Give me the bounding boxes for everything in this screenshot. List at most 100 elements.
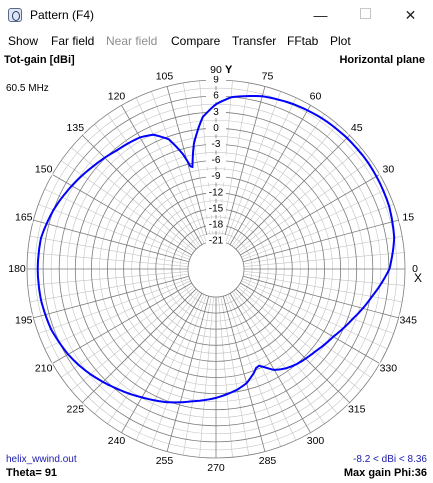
radial-label-bg xyxy=(206,186,226,199)
radial-label: 3 xyxy=(213,107,219,118)
angle-label: 180 xyxy=(8,263,26,275)
angle-label-bg xyxy=(258,70,277,83)
radial-label: -21 xyxy=(209,236,224,247)
angle-label-bg xyxy=(207,64,225,76)
window-title: Pattern (F4) xyxy=(30,8,95,22)
max-gain-label: Max gain Phi:36 xyxy=(343,467,427,479)
angle-label-bg xyxy=(306,435,325,448)
menu-transfer[interactable]: Transfer xyxy=(232,34,277,48)
angle-label-bg xyxy=(34,362,53,375)
angle-label: 120 xyxy=(108,90,126,102)
menu-compare[interactable]: Compare xyxy=(171,34,221,48)
angle-label: 330 xyxy=(380,362,398,374)
angle-label-bg xyxy=(107,435,126,448)
angle-label-bg xyxy=(406,263,424,275)
grid-spoke xyxy=(222,86,266,243)
menu-fftab[interactable]: FFtab xyxy=(287,34,319,48)
angle-label: 225 xyxy=(67,403,85,415)
angle-label: 255 xyxy=(156,455,174,467)
angle-label: 90 xyxy=(210,64,222,76)
angle-label: 0 xyxy=(412,263,418,275)
angle-label: 150 xyxy=(35,163,53,175)
radial-label-bg xyxy=(206,202,226,215)
gain-range-label: -8.2 < dBi < 8.36 xyxy=(353,454,427,465)
angle-label: 315 xyxy=(348,403,366,415)
angle-label: 75 xyxy=(262,71,274,83)
grid-spoke xyxy=(166,86,210,243)
angle-label-bg xyxy=(207,462,225,474)
grid-spoke xyxy=(242,219,399,263)
gain-trace xyxy=(36,95,396,404)
radial-label: 9 xyxy=(213,75,219,86)
angle-label-bg xyxy=(14,211,33,224)
angle-label: 105 xyxy=(156,71,174,83)
angle-label-bg xyxy=(347,122,366,135)
angle-label-bg xyxy=(379,163,398,176)
radial-label: -9 xyxy=(212,171,221,182)
menu-near-field: Near field xyxy=(106,34,158,48)
grid-spoke xyxy=(33,219,190,263)
theta-label: Theta= 91 xyxy=(6,467,58,479)
radial-label-bg xyxy=(206,122,226,135)
close-button[interactable]: ✕ xyxy=(404,7,417,23)
grid-spoke xyxy=(235,288,350,403)
radial-label-bg xyxy=(206,74,226,86)
menu-far-field[interactable]: Far field xyxy=(51,34,95,48)
grid-spoke xyxy=(229,293,311,433)
angle-label-bg xyxy=(258,455,277,468)
title-bar: Pattern (F4) — ☐ ✕ xyxy=(0,0,433,31)
angle-label-bg xyxy=(14,314,33,327)
angle-label-bg xyxy=(399,314,418,327)
grid-spoke xyxy=(222,295,266,452)
radial-label-bg xyxy=(206,218,226,231)
radial-label: -15 xyxy=(209,203,224,214)
maximize-button[interactable]: ☐ xyxy=(358,6,373,23)
grid-ring xyxy=(187,240,245,298)
y-axis-marker: Y xyxy=(225,64,233,76)
angle-label: 45 xyxy=(351,122,363,134)
angle-label: 270 xyxy=(207,462,225,474)
angle-label-bg xyxy=(66,403,85,416)
grid-spoke xyxy=(52,174,192,256)
radial-label: 6 xyxy=(213,91,219,102)
radial-label: -18 xyxy=(209,220,224,231)
radial-label-bg xyxy=(206,154,226,167)
angle-label: 195 xyxy=(15,314,33,326)
radial-label: -3 xyxy=(212,139,221,150)
plane-label: Horizontal plane xyxy=(339,54,425,66)
x-axis-marker: X xyxy=(414,271,422,285)
angle-label: 30 xyxy=(382,163,394,175)
angle-label: 240 xyxy=(108,435,126,447)
angle-label: 135 xyxy=(67,122,85,134)
angle-label: 210 xyxy=(35,362,53,374)
angle-label-bg xyxy=(66,122,85,135)
menu-show[interactable]: Show xyxy=(8,34,39,48)
grid-spoke xyxy=(235,135,350,250)
grid-spoke xyxy=(242,275,399,319)
radial-label: -6 xyxy=(212,155,221,166)
angle-label: 60 xyxy=(310,90,322,102)
angle-label: 345 xyxy=(399,314,417,326)
angle-label: 300 xyxy=(307,435,325,447)
angle-label-bg xyxy=(379,362,398,375)
angle-label-bg xyxy=(8,263,26,275)
grid-spoke xyxy=(240,174,380,256)
angle-label-bg xyxy=(306,90,325,103)
grid-spoke xyxy=(33,275,190,319)
grid-spoke xyxy=(240,282,380,364)
radial-label-bg xyxy=(206,138,226,151)
grid-spoke xyxy=(121,293,203,433)
grid-spoke xyxy=(82,135,197,250)
radial-label: 0 xyxy=(213,123,219,134)
grid-spoke xyxy=(229,105,311,245)
grid-spoke xyxy=(166,295,210,452)
radial-label-bg xyxy=(206,170,226,183)
angle-label: 165 xyxy=(15,211,33,223)
filename-label: helix_wwind.out xyxy=(6,454,77,465)
angle-label-bg xyxy=(347,403,366,416)
radial-label-bg xyxy=(206,90,226,103)
minimize-button[interactable]: — xyxy=(313,7,328,23)
grid-spoke xyxy=(52,282,192,364)
menu-plot[interactable]: Plot xyxy=(330,34,351,48)
angle-label: 285 xyxy=(259,455,277,467)
